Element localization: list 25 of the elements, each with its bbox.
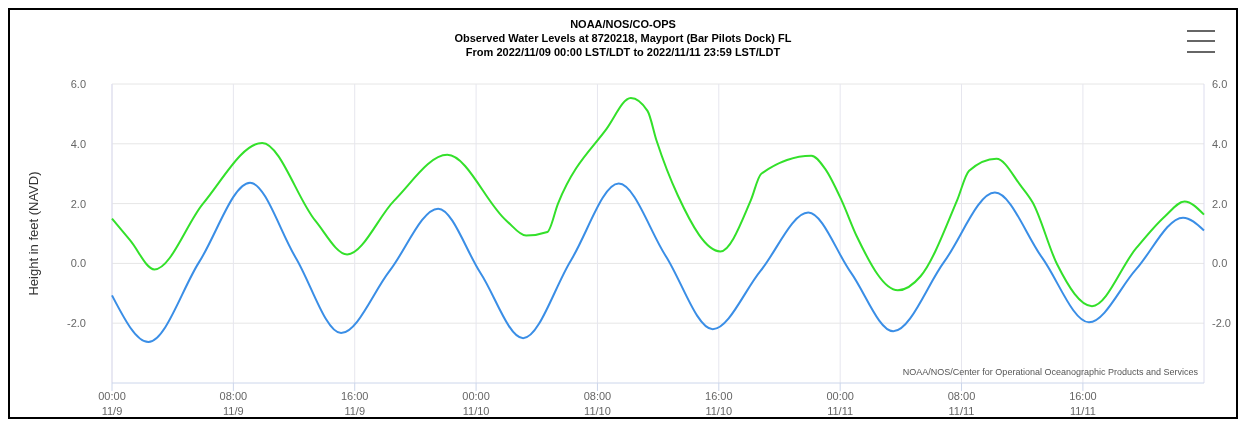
annotation: NOAA/NOS/Center for Operational Oceanographic Products and Services (902, 367, 1199, 377)
y2-tick-label: 0.0 (1212, 257, 1228, 270)
x-tick-label: 16:00 11/11 (1069, 390, 1097, 417)
y2-tick-label: -2.0 (1212, 317, 1231, 330)
y-tick-label: 0.0 (70, 257, 86, 270)
y-axis-title: Height in feet (NAVD) (26, 171, 41, 296)
x-tick-label: 08:00 11/10 (583, 390, 612, 417)
x-tick-label: 00:00 11/9 (98, 390, 126, 417)
x-tick-label: 08:00 11/11 (947, 390, 976, 417)
y2-tick-label: 2.0 (1212, 197, 1228, 210)
line-series (111, 181, 1205, 344)
chart-subtitle: Observed Water Levels at 8720218, Mayport (Bar Pilots Dock) FL From 2022/11/09 00:00 LST/LDT to 2022/11/11 23:59 LST/LDT (454, 32, 792, 58)
x-tick-label: 00:00 11/10 (462, 390, 490, 417)
x-tick-label: 08:00 11/9 (219, 390, 248, 417)
chart-title: NOAA/NOS/CO-OPS (570, 18, 676, 30)
x-tick-label: 00:00 11/11 (826, 390, 854, 417)
y2-tick-label: 6.0 (1212, 78, 1228, 90)
y-tick-label: 2.0 (70, 197, 86, 210)
y-tick-label: 6.0 (70, 78, 86, 90)
line-series (111, 97, 1205, 308)
y2-tick-label: 4.0 (1212, 137, 1228, 150)
x-tick-label: 16:00 11/9 (340, 390, 369, 417)
x-tick-label: 16:00 11/10 (705, 390, 733, 417)
y-tick-label: -2.0 (67, 317, 86, 330)
y-tick-label: 4.0 (70, 137, 86, 150)
